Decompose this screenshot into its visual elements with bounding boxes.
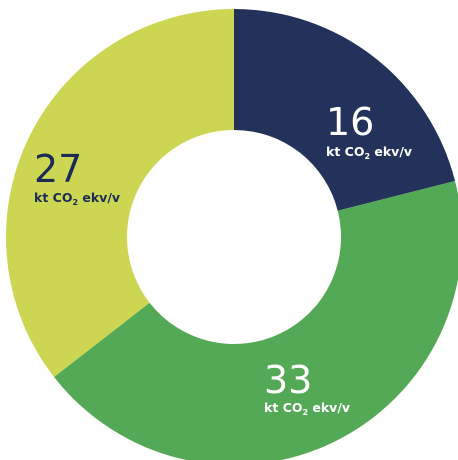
slice-unit-label: kt CO2 ekv/v <box>34 190 120 207</box>
slice-unit-label: kt CO2 ekv/v <box>264 400 350 417</box>
slice-value-label: 27 <box>34 147 82 191</box>
unit-subscript: 2 <box>364 152 370 161</box>
unit-prefix: kt CO <box>264 400 302 415</box>
slice-unit-label: kt CO2 ekv/v <box>326 144 412 161</box>
donut-slice <box>234 9 456 211</box>
unit-subscript: 2 <box>302 408 308 417</box>
unit-subscript: 2 <box>72 198 78 207</box>
unit-suffix: ekv/v <box>308 400 350 415</box>
unit-suffix: ekv/v <box>78 190 120 205</box>
slice-value-label: 33 <box>264 358 312 402</box>
donut-slice <box>5 8 235 378</box>
unit-prefix: kt CO <box>34 190 72 205</box>
unit-prefix: kt CO <box>326 144 364 159</box>
donut-slice <box>54 181 458 460</box>
slice-value-label: 16 <box>326 100 374 144</box>
donut-slices <box>5 8 458 460</box>
unit-suffix: ekv/v <box>370 144 412 159</box>
